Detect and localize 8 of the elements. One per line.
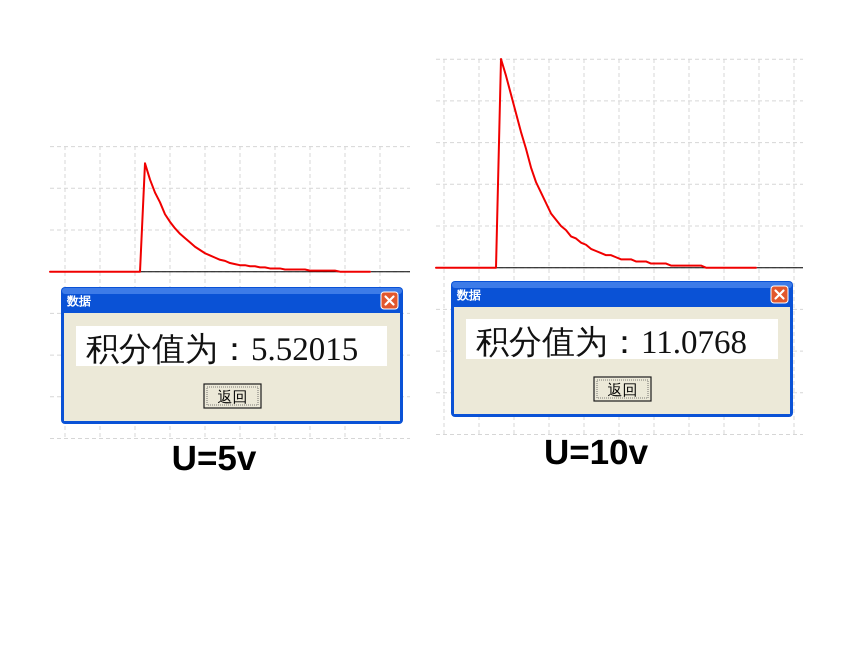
text: U=10v [544, 433, 649, 472]
text: 数据 [456, 288, 481, 302]
text: U=5v [172, 439, 257, 478]
text: 积分值为：11.0768 [476, 325, 748, 361]
text: 数据 [66, 294, 91, 308]
text: 积分值为：5.52015 [86, 332, 358, 368]
text: 返回 [608, 381, 638, 399]
text: 返回 [218, 388, 248, 406]
